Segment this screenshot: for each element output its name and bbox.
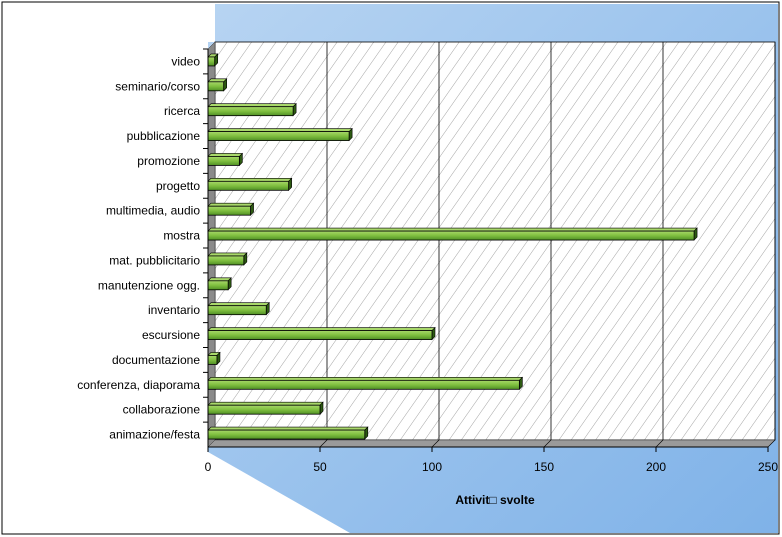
category-label: animazione/festa xyxy=(109,428,200,442)
bar-front-face xyxy=(207,205,251,216)
x-tick-label: 150 xyxy=(534,460,554,474)
bar xyxy=(207,277,232,291)
bar-front-face xyxy=(207,81,225,92)
bar-front-face xyxy=(207,280,229,291)
bar-top-face xyxy=(207,327,436,331)
gridline-floor xyxy=(543,439,552,448)
bar-front-face xyxy=(207,305,267,316)
category-label: pubblicazione xyxy=(127,129,201,143)
bar-top-face xyxy=(207,153,244,157)
category-label: mat. pubblicitario xyxy=(109,253,200,267)
bar xyxy=(207,252,248,266)
x-tick-label: 100 xyxy=(422,460,442,474)
gridline-floor xyxy=(431,439,440,448)
bar-front-face xyxy=(207,404,321,415)
bar xyxy=(207,127,353,142)
category-label: documentazione xyxy=(112,353,200,367)
gridlines xyxy=(319,42,776,448)
category-label: multimedia, audio xyxy=(106,204,200,218)
bar-top-face xyxy=(207,252,248,257)
bar-front-face xyxy=(207,106,294,117)
bar-front-face xyxy=(207,180,290,191)
category-label: escursione xyxy=(142,328,200,342)
bar-front-face xyxy=(207,379,520,390)
bar-front-face xyxy=(207,56,216,67)
gridline-floor xyxy=(655,439,664,448)
bar xyxy=(207,102,297,117)
x-tick-label: 0 xyxy=(205,460,212,474)
bar-top-face xyxy=(207,227,698,232)
bar-top-face xyxy=(207,277,232,282)
category-label: progetto xyxy=(156,179,200,193)
floor xyxy=(207,439,776,448)
bars xyxy=(207,53,698,440)
bar xyxy=(207,376,524,391)
bar-top-face xyxy=(207,302,270,306)
bar-top-face xyxy=(207,103,297,107)
category-labels: video seminario/corso ricerca pubblicazione… xyxy=(77,48,208,442)
bar-top-face xyxy=(207,202,255,207)
x-tick-label: 50 xyxy=(313,460,327,474)
bar xyxy=(207,53,219,67)
bar-top-face xyxy=(207,401,324,406)
bar xyxy=(207,401,324,415)
bar-front-face xyxy=(207,355,218,365)
bar-front-face xyxy=(207,429,366,440)
tick-labels: 0 50 100 150 200 250 xyxy=(205,447,778,474)
bar-front-face xyxy=(207,156,240,166)
bar-front-face xyxy=(207,255,245,266)
category-label: promozione xyxy=(137,154,200,168)
gridline-floor xyxy=(767,439,776,448)
bar-top-face xyxy=(207,128,353,132)
category-label: mostra xyxy=(163,229,200,243)
bar xyxy=(207,426,369,440)
category-label: seminario/corso xyxy=(115,79,200,93)
x-tick-label: 200 xyxy=(646,460,666,474)
bar xyxy=(207,351,221,366)
category-label: ricerca xyxy=(164,104,200,118)
category-label: manutenzione ogg. xyxy=(98,278,200,292)
bar-top-face xyxy=(207,377,524,381)
category-label: video xyxy=(171,54,200,68)
bar xyxy=(207,326,436,341)
bar xyxy=(207,301,270,316)
bar xyxy=(207,177,293,192)
bar xyxy=(207,78,228,92)
bar-front-face xyxy=(207,230,695,241)
bar-front-face xyxy=(207,330,433,340)
bar xyxy=(207,202,255,216)
x-tick-label: 250 xyxy=(758,460,778,474)
bar xyxy=(207,227,698,241)
bar xyxy=(207,152,244,167)
category-label: conferenza, diaporama xyxy=(77,378,200,392)
category-label: collaborazione xyxy=(123,403,201,417)
bar-front-face xyxy=(207,131,350,141)
bar-top-face xyxy=(207,178,293,182)
bar-top-face xyxy=(207,426,369,431)
category-label: inventario xyxy=(148,303,200,317)
x-axis-title: Attivit□ svolte xyxy=(455,493,535,507)
gridline-floor xyxy=(319,439,328,448)
